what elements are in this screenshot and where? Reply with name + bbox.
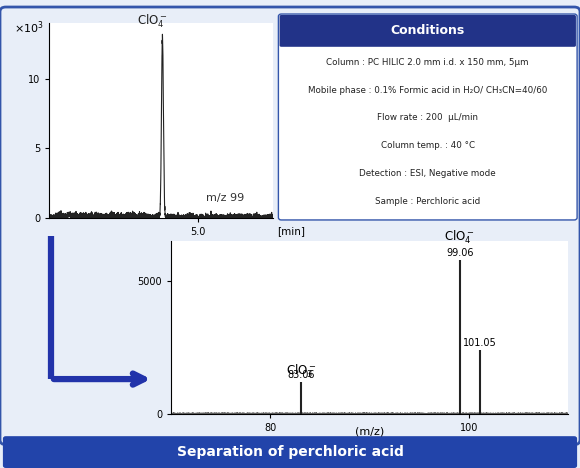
Text: ClO$_3^-$: ClO$_3^-$: [285, 363, 316, 380]
FancyBboxPatch shape: [280, 15, 576, 47]
Text: 101.05: 101.05: [463, 338, 496, 348]
Text: Column : PC HILIC 2.0 mm i.d. x 150 mm, 5μm: Column : PC HILIC 2.0 mm i.d. x 150 mm, …: [327, 58, 529, 66]
Text: 99.06: 99.06: [446, 248, 473, 257]
Text: Perchloric acid
M.W. 100: Perchloric acid M.W. 100: [118, 118, 189, 140]
Text: $\times$10$^3$: $\times$10$^3$: [13, 20, 44, 36]
Text: 83.06: 83.06: [287, 370, 314, 380]
Text: ClO$_4^-$: ClO$_4^-$: [137, 13, 167, 30]
Text: [min]: [min]: [277, 226, 305, 236]
Text: (m/z): (m/z): [355, 426, 385, 437]
Text: Column temp. : 40 °C: Column temp. : 40 °C: [380, 141, 475, 150]
Text: ClO$_4^-$: ClO$_4^-$: [444, 229, 475, 246]
Text: O=Cl=O: O=Cl=O: [161, 78, 205, 88]
Text: Separation of perchloric acid: Separation of perchloric acid: [176, 445, 404, 459]
Text: OH: OH: [175, 57, 191, 67]
Text: Flow rate : 200  μL/min: Flow rate : 200 μL/min: [377, 114, 478, 123]
Text: Conditions: Conditions: [390, 24, 465, 37]
Text: Sample : Perchloric acid: Sample : Perchloric acid: [375, 197, 480, 206]
FancyBboxPatch shape: [0, 7, 580, 445]
FancyBboxPatch shape: [278, 14, 577, 220]
FancyBboxPatch shape: [3, 436, 577, 468]
Text: Detection : ESI, Negative mode: Detection : ESI, Negative mode: [360, 169, 496, 178]
Text: O: O: [179, 99, 187, 109]
Text: Mobile phase : 0.1% Formic acid in H₂O/ CH₃CN=40/60: Mobile phase : 0.1% Formic acid in H₂O/ …: [308, 86, 548, 95]
Text: m/z 99: m/z 99: [206, 193, 244, 203]
